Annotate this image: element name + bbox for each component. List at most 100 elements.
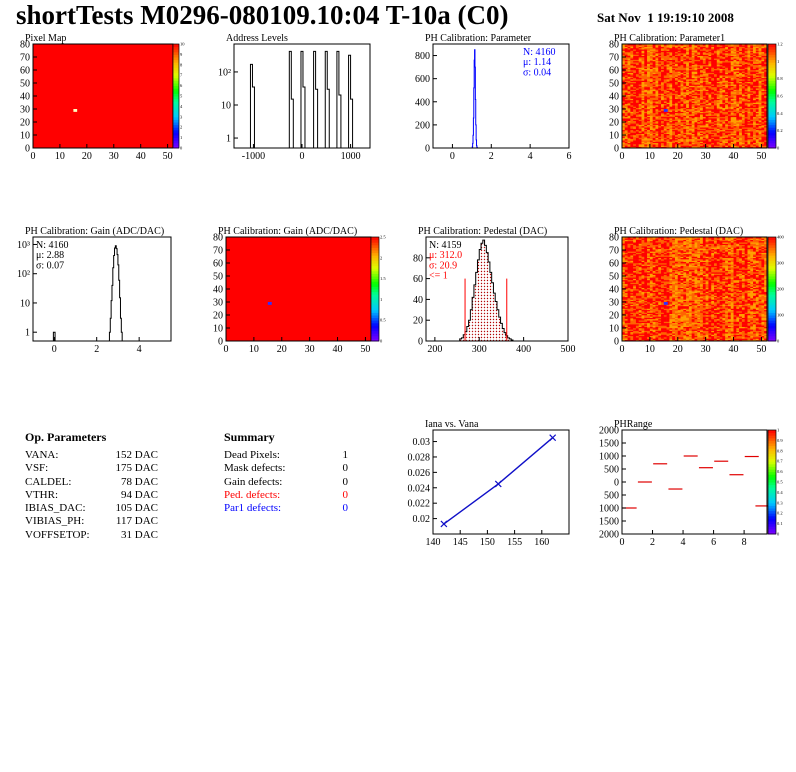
heatmap-cell <box>697 122 701 124</box>
heatmap-cell <box>655 79 659 81</box>
heatmap-cell <box>641 137 645 140</box>
heatmap-cell <box>649 53 653 55</box>
heatmap-cell <box>622 64 626 67</box>
heatmap-cell <box>688 142 693 145</box>
heatmap-cell <box>661 142 665 145</box>
heatmap-cell <box>716 92 720 94</box>
heatmap-cell <box>711 75 715 77</box>
heatmap-cell <box>635 68 640 71</box>
colorbar-cell <box>173 142 179 146</box>
heatmap-cell <box>658 68 662 71</box>
heatmap-cell <box>727 133 732 136</box>
heatmap-cell <box>727 53 732 55</box>
heatmap-cell <box>677 57 681 59</box>
heatmap-cell <box>644 51 648 54</box>
heatmap-cell <box>647 85 651 88</box>
heatmap-cell <box>658 101 662 103</box>
heatmap-cell <box>674 88 679 90</box>
heatmap-cell <box>680 88 684 90</box>
heatmap-cell <box>730 81 734 84</box>
chart-title: PH Calibration: Pedestal (DAC) <box>418 226 547 237</box>
heatmap-cell <box>697 55 701 58</box>
heatmap-cell <box>661 68 665 71</box>
heatmap-cell <box>661 50 665 53</box>
heatmap-cell <box>649 102 653 105</box>
heatmap-cell <box>733 129 737 132</box>
heatmap-cell <box>649 140 653 142</box>
heatmap-cell <box>663 55 667 58</box>
heatmap-cell <box>644 84 648 86</box>
heatmap-cell <box>730 137 734 140</box>
heatmap-cell <box>630 55 634 58</box>
y-tick-label: 1 <box>25 328 30 339</box>
heatmap-cell <box>624 77 628 80</box>
heatmap-cell <box>722 115 726 118</box>
chart-title: PH Calibration: Parameter1 <box>614 33 725 44</box>
heatmap-cell <box>686 90 690 93</box>
heatmap-cell <box>708 66 712 68</box>
colorbar-cell <box>173 62 179 66</box>
colorbar-cell <box>173 77 179 81</box>
heatmap-cell <box>708 125 712 128</box>
heatmap-cell <box>733 120 737 123</box>
heatmap-cell <box>677 66 681 68</box>
heatmap-cell <box>719 140 723 142</box>
heatmap-cell <box>649 116 653 119</box>
heatmap-cell <box>649 88 653 90</box>
heatmap-cell <box>716 73 720 76</box>
y-tick-label: 40 <box>20 92 30 103</box>
heatmap-cell <box>641 107 645 110</box>
heatmap-cell <box>658 89 662 92</box>
heatmap-cell <box>702 97 706 99</box>
heatmap-cell <box>716 128 720 131</box>
heatmap-cell <box>655 72 659 75</box>
heatmap-cell <box>702 57 706 59</box>
heatmap-cell <box>688 98 693 101</box>
heatmap-cell <box>691 127 695 129</box>
heatmap-cell <box>647 44 651 46</box>
heatmap-cell <box>649 93 653 95</box>
heatmap-cell <box>661 99 665 102</box>
x-tick-label: 300 <box>472 344 487 355</box>
heatmap-cell <box>638 80 642 82</box>
heatmap-cell <box>674 51 679 54</box>
heatmap-cell <box>677 72 681 75</box>
heatmap-cell <box>666 137 670 140</box>
heatmap-cell <box>674 140 679 142</box>
heatmap-cell <box>674 45 679 47</box>
y-tick-label: 10 <box>221 100 231 111</box>
heatmap-cell <box>666 44 670 46</box>
heatmap-cell <box>688 127 693 129</box>
heatmap-cell <box>624 135 628 137</box>
heatmap-cell <box>649 118 653 120</box>
heatmap-cell <box>708 77 712 80</box>
heatmap-cell <box>686 124 690 127</box>
heatmap-cell <box>702 118 706 120</box>
heatmap-cell <box>719 110 723 112</box>
heatmap-cell <box>649 85 653 88</box>
heatmap-cell <box>702 45 706 47</box>
heatmap-cell <box>674 135 679 137</box>
heatmap-cell <box>702 133 706 136</box>
heatmap-cell <box>677 94 681 97</box>
heatmap-cell <box>672 111 676 114</box>
heatmap-cell <box>716 81 720 84</box>
heatmap-cell <box>705 71 709 73</box>
heatmap-cell <box>686 77 690 80</box>
heatmap-cell <box>700 120 704 123</box>
heatmap-cell <box>730 96 734 98</box>
heatmap-cell <box>655 144 659 146</box>
heatmap-cell <box>711 44 715 46</box>
heatmap-cell <box>661 125 665 128</box>
heatmap-cell <box>702 94 706 97</box>
heatmap-cell <box>644 135 648 137</box>
heatmap-cell <box>672 109 676 111</box>
heatmap-cell <box>674 89 679 92</box>
heatmap-cell <box>700 73 704 76</box>
colorbar-cell <box>173 90 179 94</box>
heatmap-cell <box>652 50 656 53</box>
heatmap-cell <box>694 137 698 140</box>
heatmap-cell <box>719 60 723 63</box>
heatmap-cell <box>722 102 726 105</box>
heatmap-cell <box>622 98 626 101</box>
